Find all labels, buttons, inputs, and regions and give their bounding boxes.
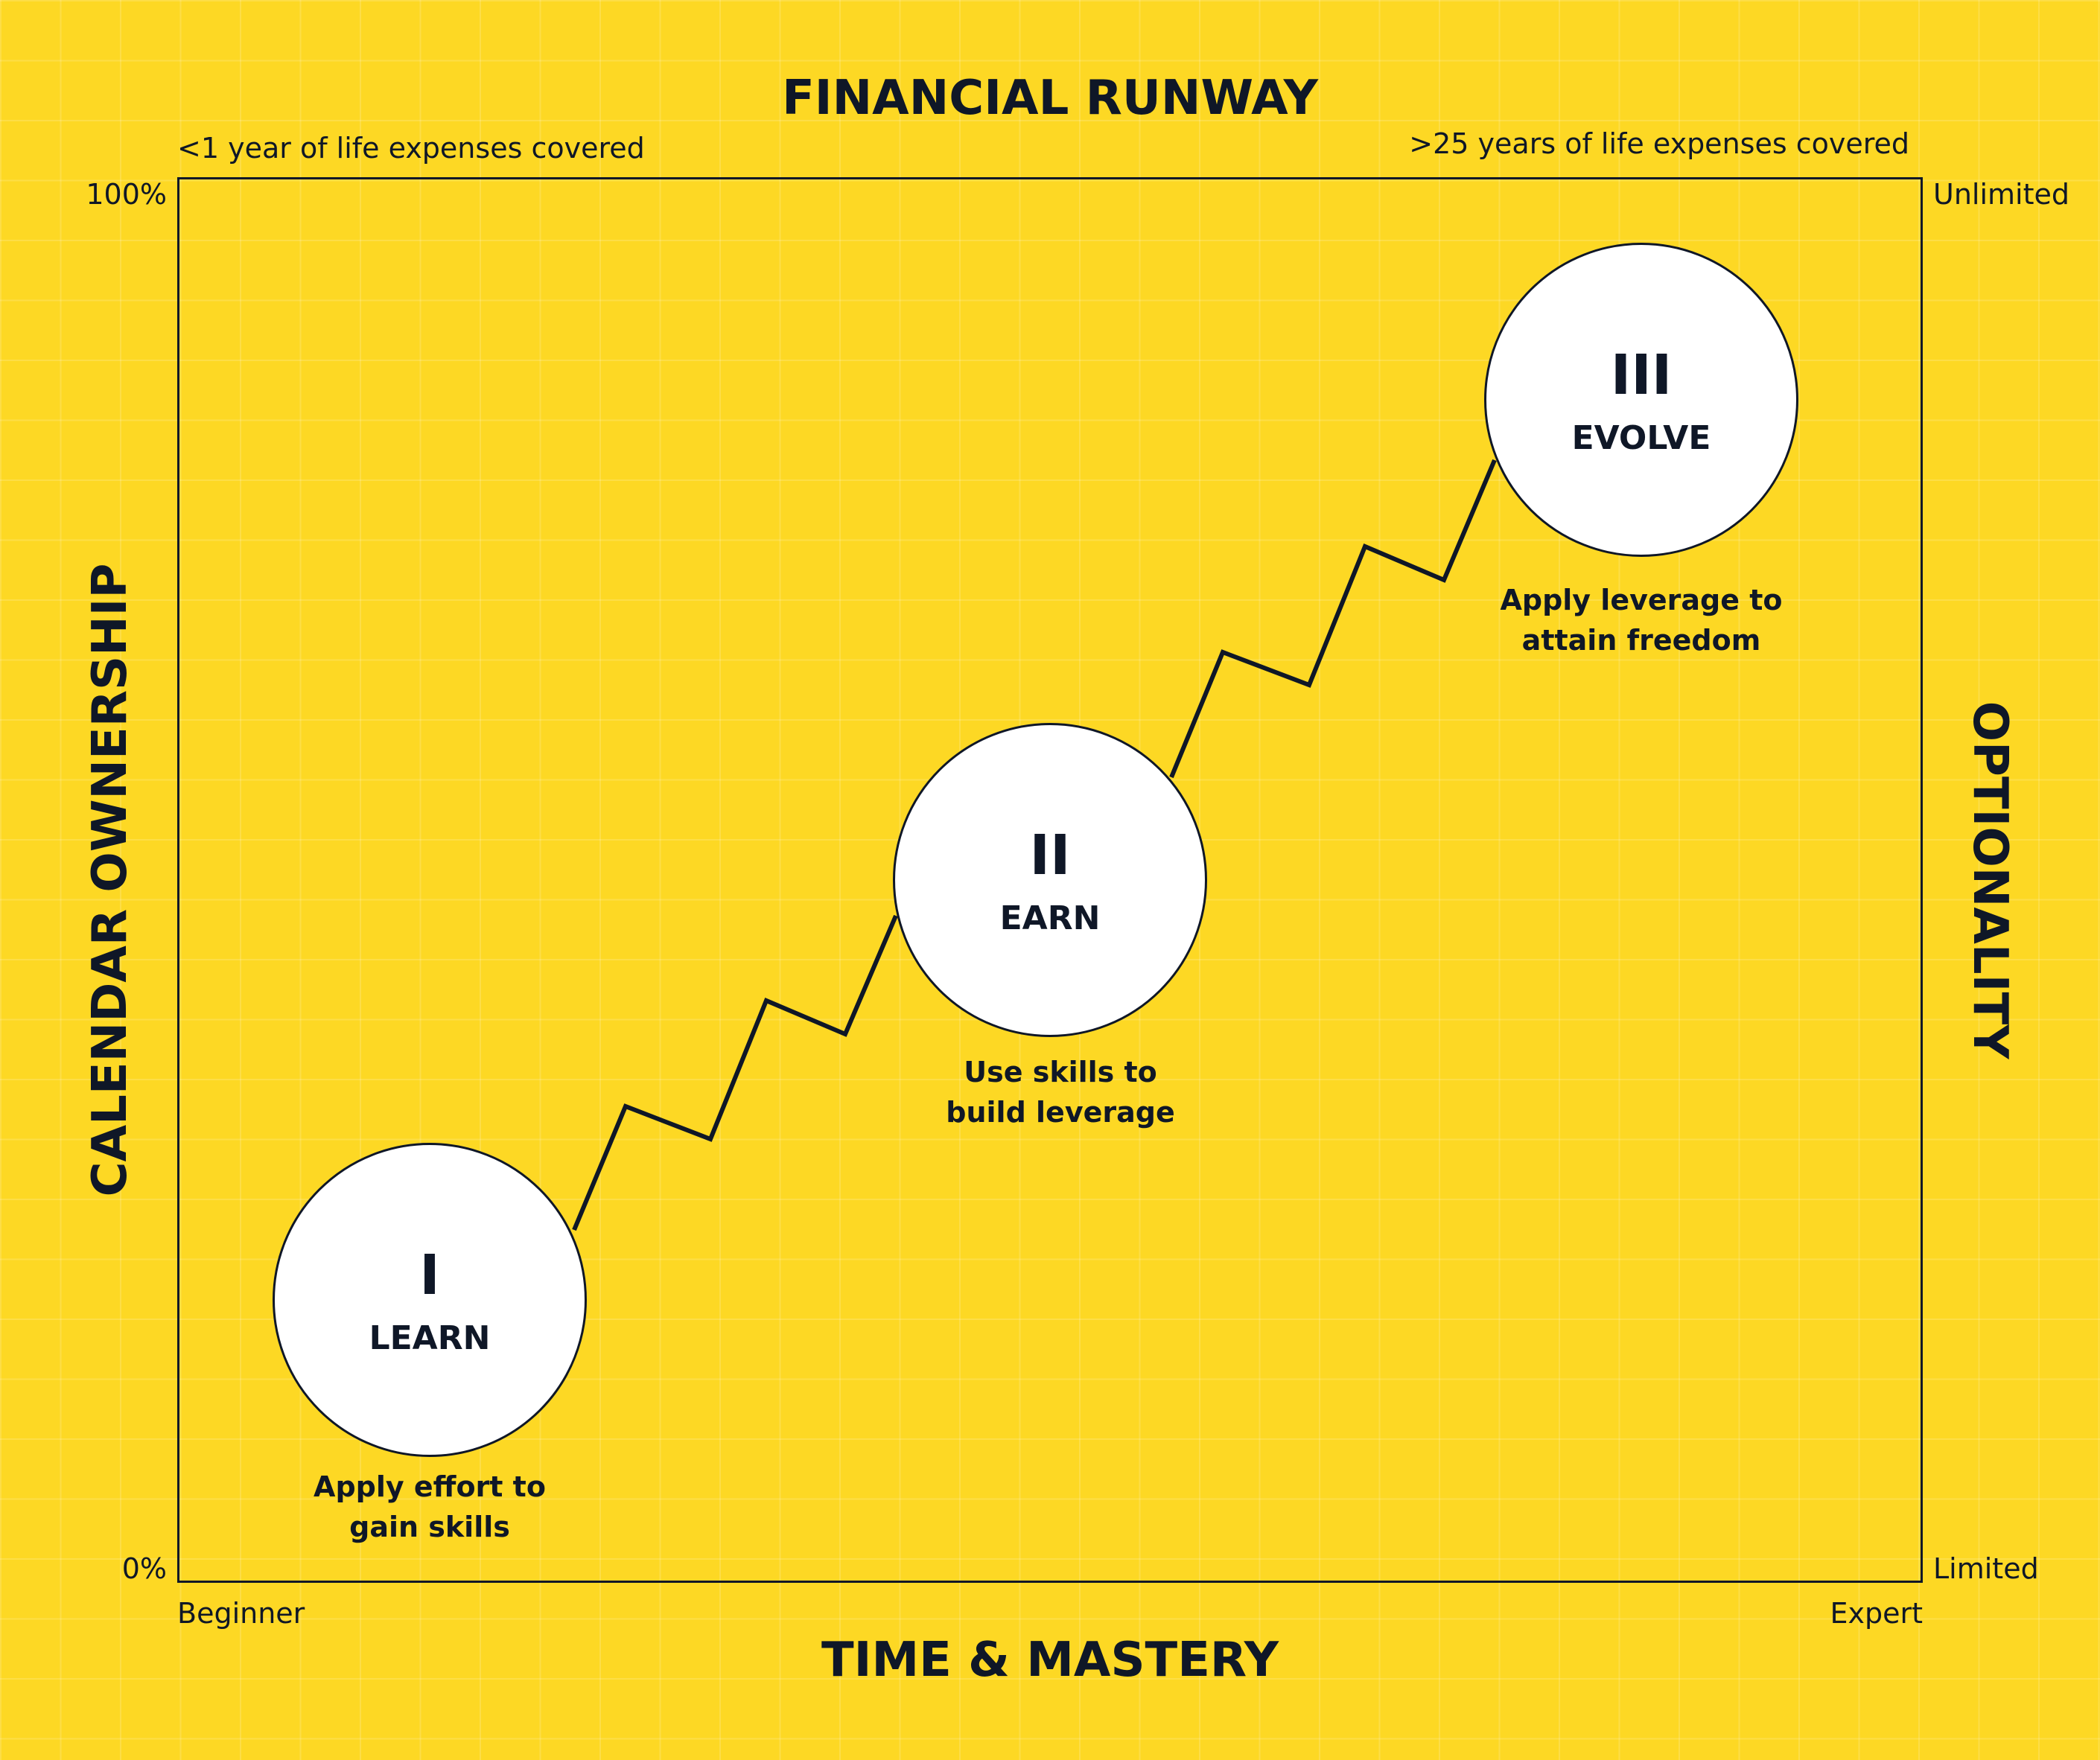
stage-learn-numeral: I <box>419 1243 440 1307</box>
stage-learn-caption: Apply effort to gain skills <box>221 1467 638 1547</box>
top-left-note: <1 year of life expenses covered <box>177 132 645 165</box>
stage-evolve-caption: Apply leverage to attain freedom <box>1433 580 1850 660</box>
bottom-tick-left: Beginner <box>177 1597 305 1630</box>
plot-frame <box>177 177 1923 1583</box>
stage-learn-caption-line2: gain skills <box>349 1511 510 1543</box>
stage-learn-circle: I LEARN <box>273 1143 587 1457</box>
top-right-note: >25 years of life expenses covered <box>1409 127 1909 160</box>
right-tick-bottom: Limited <box>1933 1552 2039 1585</box>
time-mastery-title: TIME & MASTERY <box>821 1633 1279 1688</box>
stage-earn-caption: Use skills to build leverage <box>852 1052 1269 1132</box>
stage-earn-caption-line1: Use skills to <box>964 1056 1157 1088</box>
stage-evolve-caption-line1: Apply leverage to <box>1500 584 1783 616</box>
stage-earn-name: EARN <box>999 899 1101 937</box>
stage-earn-numeral: II <box>1029 823 1071 887</box>
stage-learn-caption-line1: Apply effort to <box>314 1470 546 1503</box>
stage-learn-name: LEARN <box>369 1319 491 1357</box>
progress-zigzag-1 <box>572 914 898 1231</box>
bottom-tick-right: Expert <box>1830 1597 1923 1630</box>
stage-evolve-numeral: III <box>1610 343 1673 407</box>
right-tick-top: Unlimited <box>1933 178 2069 211</box>
stage-evolve-circle: III EVOLVE <box>1484 243 1798 557</box>
left-tick-top: 100% <box>86 178 167 211</box>
stage-evolve-name: EVOLVE <box>1571 419 1711 457</box>
stage-earn-caption-line2: build leverage <box>946 1096 1175 1129</box>
left-tick-bottom: 0% <box>121 1552 167 1585</box>
financial-runway-title: FINANCIAL RUNWAY <box>782 71 1318 126</box>
stage-earn-circle: II EARN <box>893 723 1207 1037</box>
progress-zigzag-2 <box>1169 459 1497 779</box>
stage-evolve-caption-line2: attain freedom <box>1521 624 1761 657</box>
